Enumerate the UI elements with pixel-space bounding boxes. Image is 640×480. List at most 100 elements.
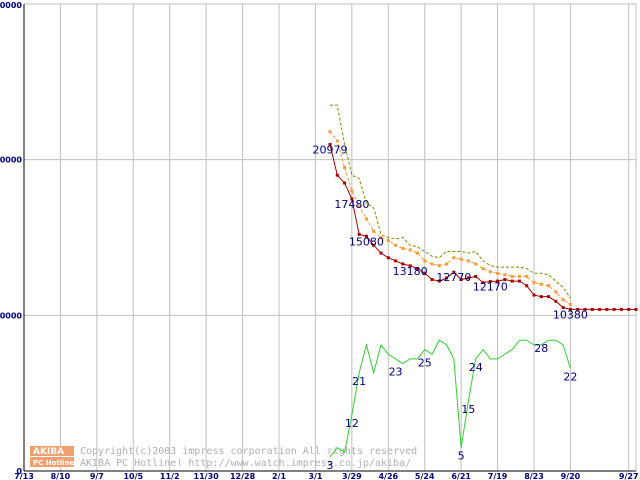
point-price_avg [386,239,390,243]
point-price_avg [335,139,339,143]
point-price_low [547,295,551,299]
point-price_avg [364,217,368,221]
point-price_avg [350,189,354,193]
point-price_low [386,256,390,260]
data-label: 17480 [334,198,369,211]
point-price_avg [379,236,383,239]
point-price_avg [488,270,492,274]
x-tick-label: 8/23 [524,472,544,480]
point-price_avg [539,282,543,286]
x-tick-label: 6/21 [451,472,471,480]
x-tick-label: 2/1 [272,472,286,480]
point-price_low [598,307,602,311]
y-tick-label: 30000 [0,1,22,10]
point-price_low [576,307,580,311]
y-tick-label: 0 [16,467,22,476]
point-price_avg [445,262,449,266]
x-tick-label: 5/24 [415,472,435,480]
data-label: 23 [389,366,403,379]
point-price_avg [481,267,485,271]
x-tick-label: 11/30 [194,472,220,480]
point-price_avg [357,204,361,208]
site-url-line: AKIBA PC Hotline! http://www.watch.impre… [80,458,411,469]
point-price_low [488,280,492,284]
data-label: 15 [461,403,475,416]
series-line-price_high [330,104,571,299]
point-price_low [590,307,594,311]
data-label: 25 [418,356,432,369]
copyright-line: Copyright(c)2003 impress corporation All… [80,446,417,457]
x-tick-label: 9/7 [90,472,104,480]
point-price_avg [496,271,500,275]
point-price_low [605,307,609,311]
x-tick-label: 11/2 [160,472,180,480]
data-label: 22 [563,370,577,383]
point-price_low [379,251,383,255]
point-price_avg [452,256,456,260]
data-label: 10380 [553,308,588,321]
point-price_low [401,262,405,266]
point-price_low [335,173,339,177]
point-price_avg [561,298,565,302]
data-series [328,104,638,458]
data-label: 28 [534,342,548,355]
point-price_avg [415,251,419,255]
series-line-shops [329,339,571,458]
point-price_low [394,259,398,263]
point-price_avg [423,259,427,263]
point-price_low [437,279,441,283]
point-price_low [430,278,434,282]
point-price_low [459,278,463,282]
x-tick-label: 3/29 [342,472,362,480]
x-tick-label: 10/5 [123,472,143,480]
point-price_low [466,276,470,280]
point-price_avg [394,243,398,247]
x-tick-label: 3/1 [308,472,322,480]
data-label: 15080 [349,235,384,248]
point-price_low [357,232,361,236]
data-label: 20979 [313,143,348,156]
data-label: 12770 [436,271,471,284]
akiba-logo-top-text: AKIBA [33,447,64,457]
point-price_low [343,181,347,185]
point-price_low [474,274,478,278]
point-price_avg [503,273,507,277]
point-price_low [612,307,616,311]
akiba-logo-top [30,446,74,456]
point-price_avg [459,257,463,261]
point-price_low [423,271,427,275]
point-price_avg [525,274,529,278]
y-tick-label: 10000 [0,311,22,320]
data-label: 21 [352,375,366,388]
point-price_low [525,284,529,288]
point-price_low [496,279,500,283]
point-price_avg [437,264,441,268]
point-price_avg [474,262,478,266]
point-price_low [364,234,368,238]
x-tick-label: 12/28 [230,472,256,480]
copyright-watermark: AKIBA PC Hotline! Copyright(c)2003 impre… [30,446,417,469]
data-label: 12170 [473,281,508,294]
y-tick-label: 20000 [0,156,22,165]
x-tick-label: 4/26 [378,472,398,480]
akiba-logo-bottom [30,457,74,467]
point-price_avg [408,248,412,252]
point-price_low [328,142,332,146]
point-price_low [503,278,507,282]
point-price_low [517,279,521,283]
point-price_low [539,295,543,299]
data-label: 3 [327,459,334,472]
point-price_low [445,276,449,280]
point-price_avg [466,259,470,263]
point-price_avg [343,165,347,169]
point-price_avg [547,284,551,288]
data-label: 24 [469,361,483,374]
y-tick-labels: 0 10000 20000 30000 [0,1,22,476]
point-price_avg [517,274,521,278]
point-price_low [554,299,558,303]
point-price_avg [430,262,434,266]
point-price_avg [328,130,332,134]
point-price_low [510,279,514,283]
